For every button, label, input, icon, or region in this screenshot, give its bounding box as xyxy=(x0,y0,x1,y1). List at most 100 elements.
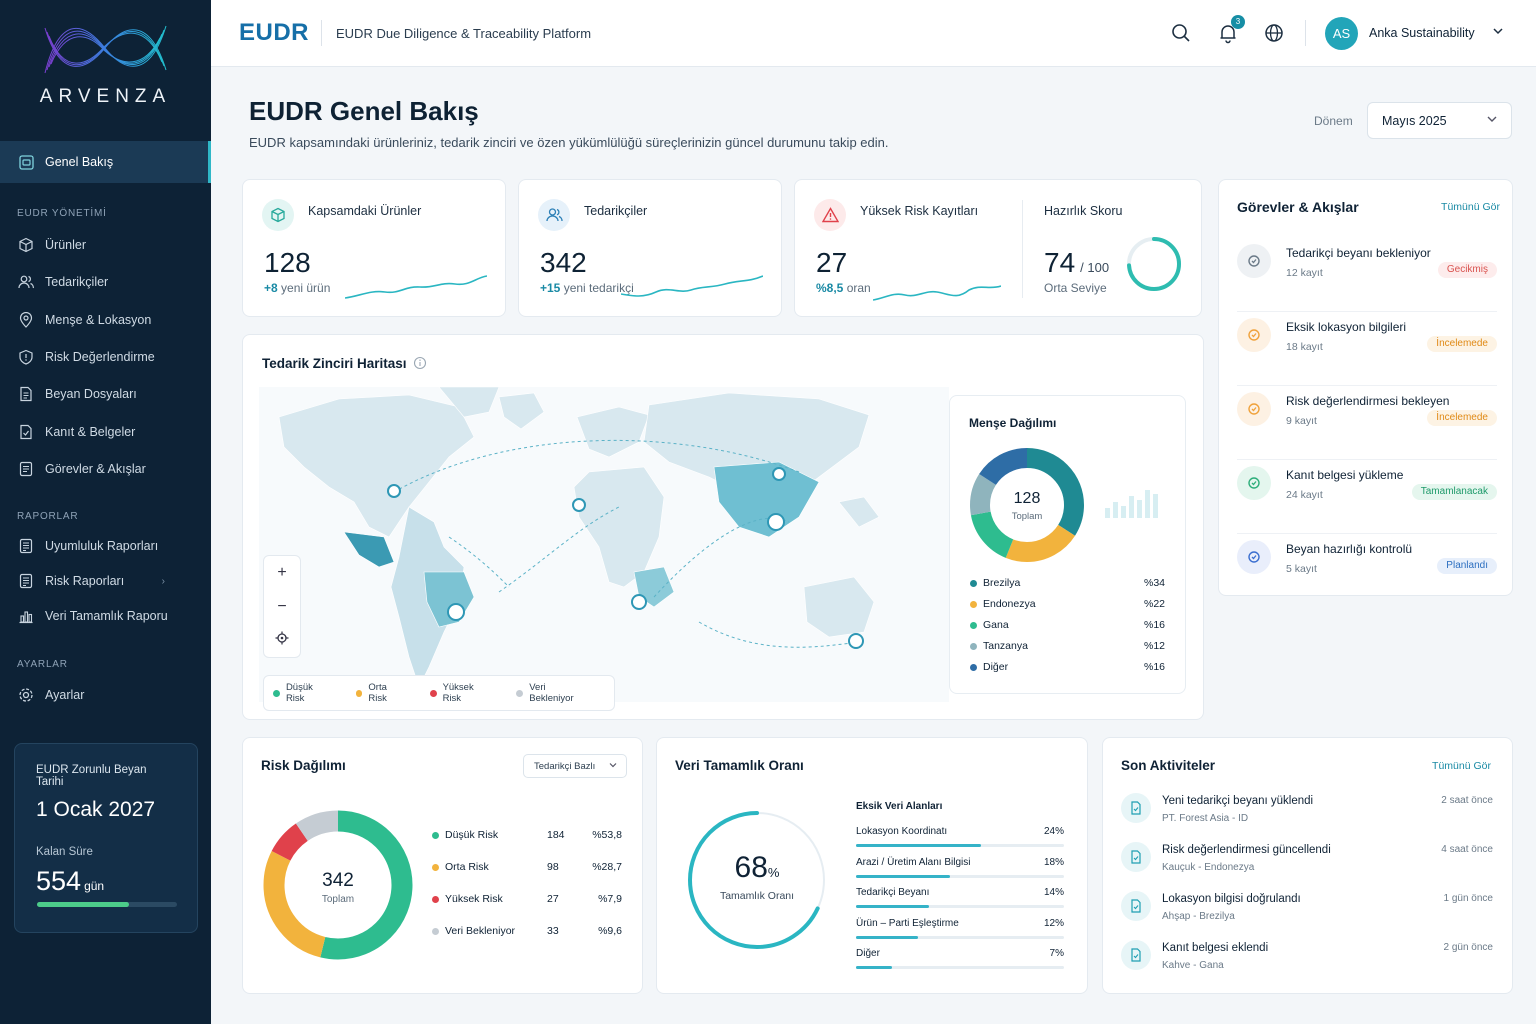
tasks-panel: Görevler & Akışlar Tümünü Gör Tedarikçi … xyxy=(1218,179,1513,596)
risk-count: 33 xyxy=(547,925,559,937)
task-item[interactable]: Beyan hazırlığı kontrolü 5 kayıt Planlandı xyxy=(1237,536,1497,610)
zoom-out-button[interactable]: − xyxy=(277,598,287,615)
sidebar-item-label: Risk Değerlendirme xyxy=(45,349,155,364)
report-icon xyxy=(17,537,35,555)
period-select[interactable]: Mayıs 2025 xyxy=(1367,102,1512,139)
world-map[interactable] xyxy=(259,387,949,702)
legend-dot xyxy=(355,689,363,697)
field-progress-bar xyxy=(856,844,1064,847)
activity-subtitle: Ahşap - Brezilya xyxy=(1162,911,1235,922)
sidebar-item-5[interactable]: Kanıt & Belgeler xyxy=(0,414,211,450)
task-item[interactable]: Tedarikçi beyanı bekleniyor 12 kayıt Gecik… xyxy=(1237,240,1497,314)
sidebar-report-item-0[interactable]: Uyumluluk Raporları xyxy=(0,528,211,564)
map-legend-item: Veri Bekleniyor xyxy=(516,682,592,704)
globe-icon[interactable] xyxy=(1263,22,1285,44)
donut-segment-4 xyxy=(970,448,1084,562)
activity-time: 1 gün önce xyxy=(1443,893,1494,904)
kpi-value: 128 xyxy=(264,247,311,278)
tasks-icon xyxy=(17,460,35,478)
header-brand[interactable]: EUDR xyxy=(239,19,310,46)
sidebar-item-2[interactable]: Menşe & Lokasyon xyxy=(0,302,211,338)
task-title: Kanıt belgesi yükleme xyxy=(1286,468,1404,482)
task-item[interactable]: Kanıt belgesi yükleme 24 kayıt Tamamlanaca… xyxy=(1237,462,1497,536)
donut-segment-1 xyxy=(970,448,1084,562)
document-icon xyxy=(1121,940,1151,970)
kpi-suppliers-card[interactable]: Tedarikçiler 342 +15 yeni tedarikçi xyxy=(518,179,782,317)
status-badge: Gecikmiş xyxy=(1437,262,1497,278)
risk-filter-select[interactable]: Tedarikçi Bazlı xyxy=(523,754,627,778)
origin-row: Gana %16 xyxy=(970,619,1165,631)
section-reports: RAPORLAR xyxy=(17,511,79,522)
sidebar-item-0[interactable]: Ürünler xyxy=(0,227,211,263)
map-legend-item: Yüksek Risk xyxy=(429,682,495,704)
sidebar-report-item-2[interactable]: Veri Tamamlık Raporu xyxy=(0,598,211,634)
sidebar-item-6[interactable]: Görevler & Akışlar xyxy=(0,451,211,487)
deadline-label: EUDR Zorunlu Beyan Tarihi xyxy=(36,764,147,788)
info-icon[interactable] xyxy=(413,356,427,375)
activities-see-all-link[interactable]: Tümünü Gör xyxy=(1432,760,1491,772)
activity-item[interactable]: Kanıt belgesi eklendi Kahve - Gana 2 gün ö… xyxy=(1121,940,1493,989)
risk-percent: %7,9 xyxy=(598,893,622,905)
activity-item[interactable]: Yeni tedarikçi beyanı yüklendi PT. Forest… xyxy=(1121,793,1493,842)
legend-dot xyxy=(432,927,439,935)
activity-item[interactable]: Lokasyon bilgisi doğrulandı Ahşap - Brezi… xyxy=(1121,891,1493,940)
kpi-risk-readiness-card[interactable]: Yüksek Risk Kayıtları 27 %8,5 oran Hazır… xyxy=(794,179,1202,317)
sidebar-item-settings[interactable]: Ayarlar xyxy=(0,677,211,713)
field-progress-bar xyxy=(856,874,1064,878)
kpi-title: Tedarikçiler xyxy=(584,204,648,218)
legend-label: Veri Bekleniyor xyxy=(529,682,574,704)
legend-dot xyxy=(273,689,280,697)
sidebar-item-3[interactable]: Risk Değerlendirme xyxy=(0,339,211,375)
field-percent: 7% xyxy=(1049,948,1064,959)
legend-label: Düşük Risk xyxy=(285,682,313,704)
sidebar-item-4[interactable]: Beyan Dosyaları xyxy=(0,376,211,412)
kpi-products-card[interactable]: Kapsamdaki Ürünler 128 +8 yeni ürün xyxy=(242,179,506,317)
origin-title: Menşe Dağılımı xyxy=(969,416,1057,430)
field-label: Ürün – Parti Eşleştirme xyxy=(856,917,959,929)
status-badge: İncelemede xyxy=(1427,410,1497,426)
donut-segment-1 xyxy=(263,810,413,960)
tasks-see-all-link[interactable]: Tümünü Gör xyxy=(1441,201,1500,213)
bell-icon[interactable] xyxy=(1217,22,1239,44)
sidebar-item-label: Menşe & Lokasyon xyxy=(45,312,152,327)
map-legend: Düşük Risk Orta Risk Yüksek Risk Veri Bekle… xyxy=(263,675,615,711)
origin-country: Gana xyxy=(983,619,1009,631)
document-icon xyxy=(1121,842,1151,872)
origin-share: %16 xyxy=(1143,661,1165,673)
sparkline-chart xyxy=(345,275,487,299)
period-value: Mayıs 2025 xyxy=(1382,114,1447,128)
chevron-down-icon[interactable] xyxy=(1491,24,1513,46)
legend-dot xyxy=(432,895,439,903)
zoom-in-button[interactable]: + xyxy=(277,564,287,581)
dashboard-icon xyxy=(17,153,35,171)
activity-item[interactable]: Risk değerlendirmesi güncellendi Kauçuk -… xyxy=(1121,842,1493,891)
activity-time: 2 saat önce xyxy=(1441,795,1493,806)
avatar[interactable]: AS xyxy=(1325,17,1358,50)
legend-dot xyxy=(429,689,437,697)
user-name[interactable]: Anka Sustainability xyxy=(1369,26,1475,40)
task-status-icon xyxy=(1237,244,1271,278)
sidebar-report-item-1[interactable]: Risk Raporları › xyxy=(0,563,211,599)
legend-dot xyxy=(970,663,977,671)
sidebar-item-overview[interactable]: Genel Bakış xyxy=(0,141,211,183)
field-label: Tedarikçi Beyanı xyxy=(856,887,930,898)
task-count: 12 kayıt xyxy=(1286,267,1323,279)
risk-label: Orta Risk xyxy=(445,861,489,873)
locate-button[interactable] xyxy=(264,624,300,658)
status-badge: İncelemede xyxy=(1427,336,1497,352)
legend-dot xyxy=(516,689,524,697)
chart-icon xyxy=(17,607,35,625)
risk-distribution-card: Risk Dağılımı Tedarikçi Bazlı 342 Toplam… xyxy=(242,737,643,994)
readiness-value: 74/ 100 xyxy=(1044,247,1110,278)
origin-donut-chart xyxy=(970,448,1084,562)
search-icon[interactable] xyxy=(1170,22,1192,44)
recent-activities-card: Son Aktiviteler Tümünü Gör Yeni tedarikç… xyxy=(1102,737,1513,994)
sidebar-item-1[interactable]: Tedarikçiler xyxy=(0,264,211,300)
origin-share: %34 xyxy=(1143,577,1165,589)
task-item[interactable]: Eksik lokasyon bilgileri 18 kayıt İnceleme… xyxy=(1237,314,1497,388)
chevron-right-icon: › xyxy=(161,575,165,587)
risk-total-label: Toplam xyxy=(321,894,355,905)
risk-row: Orta Risk 98 %28,7 xyxy=(432,861,622,873)
task-item[interactable]: Risk değerlendirmesi bekleyen 9 kayıt İnce… xyxy=(1237,388,1497,462)
task-title: Eksik lokasyon bilgileri xyxy=(1286,320,1407,334)
